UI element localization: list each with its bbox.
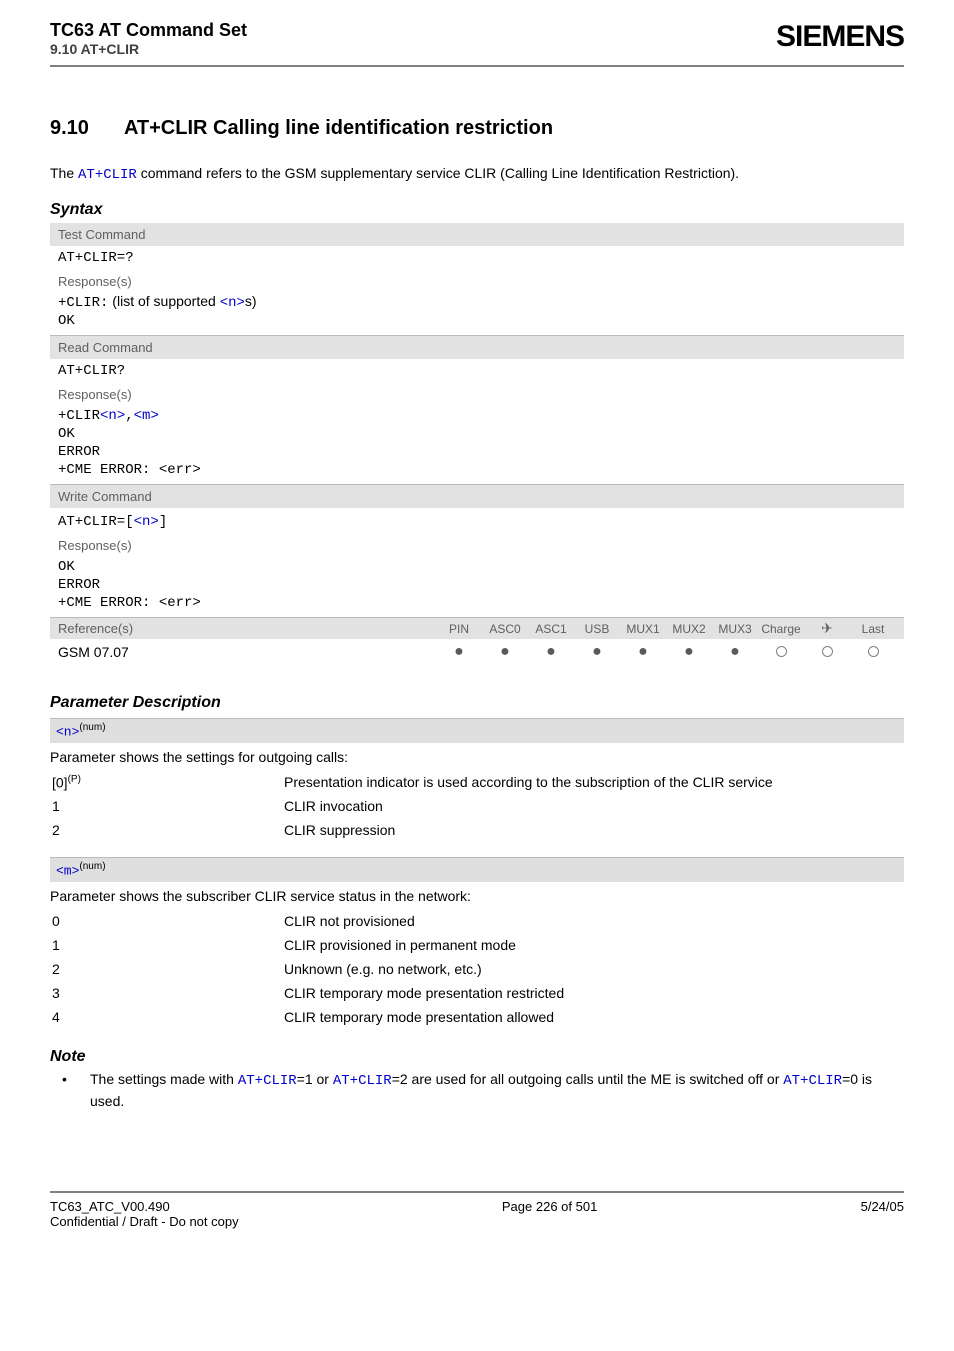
atclir-link[interactable]: AT+CLIR bbox=[78, 167, 137, 183]
dot-airplane bbox=[804, 644, 850, 660]
table-row: 1CLIR provisioned in permanent mode bbox=[52, 934, 902, 956]
param-n-code[interactable]: <n> bbox=[56, 725, 79, 740]
param-m-desc: Parameter shows the subscriber CLIR serv… bbox=[50, 882, 904, 908]
page-header: TC63 AT Command Set 9.10 AT+CLIR SIEMENS bbox=[50, 20, 904, 67]
read-command: AT+CLIR? bbox=[50, 359, 904, 383]
syntax-heading: Syntax bbox=[50, 201, 904, 219]
table-row: 2Unknown (e.g. no network, etc.) bbox=[52, 958, 902, 980]
section-heading: 9.10 AT+CLIR Calling line identification … bbox=[50, 117, 904, 140]
col-mux1: MUX1 bbox=[620, 622, 666, 636]
footer-left: TC63_ATC_V00.490 Confidential / Draft - … bbox=[50, 1199, 239, 1229]
note-item: The settings made with AT+CLIR=1 or AT+C… bbox=[50, 1070, 904, 1111]
footer-right: 5/24/05 bbox=[861, 1199, 904, 1229]
note-list: The settings made with AT+CLIR=1 or AT+C… bbox=[50, 1070, 904, 1111]
write-response-label: Response(s) bbox=[50, 536, 904, 555]
atclir-link[interactable]: AT+CLIR bbox=[783, 1073, 842, 1089]
table-row: 2CLIR suppression bbox=[52, 819, 902, 841]
test-command-block: Test Command AT+CLIR=? Response(s) +CLIR… bbox=[50, 223, 904, 335]
page-footer: TC63_ATC_V00.490 Confidential / Draft - … bbox=[50, 1191, 904, 1229]
dot-pin: ● bbox=[436, 643, 482, 661]
n-link[interactable]: <n> bbox=[100, 408, 125, 424]
reference-header-row: Reference(s) PIN ASC0 ASC1 USB MUX1 MUX2… bbox=[50, 617, 904, 639]
note-heading: Note bbox=[50, 1048, 904, 1066]
atclir-link[interactable]: AT+CLIR bbox=[238, 1073, 297, 1089]
param-n-header: <n>(num) bbox=[50, 718, 904, 743]
dot-mux3: ● bbox=[712, 643, 758, 661]
dot-charge bbox=[758, 644, 804, 660]
doc-subtitle: 9.10 AT+CLIR bbox=[50, 41, 247, 57]
dot-asc0: ● bbox=[482, 643, 528, 661]
dot-asc1: ● bbox=[528, 643, 574, 661]
col-mux2: MUX2 bbox=[666, 622, 712, 636]
col-charge: Charge bbox=[758, 622, 804, 636]
atclir-link[interactable]: AT+CLIR bbox=[333, 1073, 392, 1089]
param-n-desc: Parameter shows the settings for outgoin… bbox=[50, 743, 904, 769]
n-link[interactable]: <n> bbox=[220, 295, 245, 311]
read-response: +CLIR<n>,<m> OK ERROR +CME ERROR: <err> bbox=[50, 404, 904, 484]
param-m-code[interactable]: <m> bbox=[56, 864, 79, 879]
write-command-label: Write Command bbox=[50, 484, 904, 508]
write-command: AT+CLIR=[<n>] bbox=[50, 508, 904, 534]
read-command-label: Read Command bbox=[50, 335, 904, 359]
doc-title: TC63 AT Command Set bbox=[50, 20, 247, 41]
param-desc-heading: Parameter Description bbox=[50, 694, 904, 712]
reference-value-row: GSM 07.07 ● ● ● ● ● ● ● bbox=[50, 639, 904, 669]
col-pin: PIN bbox=[436, 622, 482, 636]
m-link[interactable]: <m> bbox=[134, 408, 159, 424]
read-command-block: Read Command AT+CLIR? Response(s) +CLIR<… bbox=[50, 335, 904, 484]
test-response-label: Response(s) bbox=[50, 272, 904, 291]
read-response-label: Response(s) bbox=[50, 385, 904, 404]
footer-center: Page 226 of 501 bbox=[502, 1199, 597, 1229]
siemens-logo: SIEMENS bbox=[776, 20, 904, 54]
param-m-table: 0CLIR not provisioned 1CLIR provisioned … bbox=[50, 908, 904, 1030]
table-row: 3CLIR temporary mode presentation restri… bbox=[52, 982, 902, 1004]
test-command: AT+CLIR=? bbox=[50, 246, 904, 270]
test-command-label: Test Command bbox=[50, 223, 904, 246]
param-n-table: [0](P)Presentation indicator is used acc… bbox=[50, 769, 904, 844]
section-number: 9.10 bbox=[50, 117, 89, 140]
dot-mux2: ● bbox=[666, 643, 712, 661]
dot-last bbox=[850, 644, 896, 660]
reference-value: GSM 07.07 bbox=[58, 644, 436, 660]
col-asc0: ASC0 bbox=[482, 622, 528, 636]
header-left: TC63 AT Command Set 9.10 AT+CLIR bbox=[50, 20, 247, 57]
col-mux3: MUX3 bbox=[712, 622, 758, 636]
section-title: AT+CLIR Calling line identification rest… bbox=[124, 117, 553, 139]
dot-usb: ● bbox=[574, 643, 620, 661]
col-asc1: ASC1 bbox=[528, 622, 574, 636]
write-response: OK ERROR +CME ERROR: <err> bbox=[50, 555, 904, 617]
write-command-block: Write Command AT+CLIR=[<n>] Response(s) … bbox=[50, 484, 904, 617]
param-m-header: <m>(num) bbox=[50, 857, 904, 882]
intro-text: The AT+CLIR command refers to the GSM su… bbox=[50, 165, 904, 183]
table-row: 4CLIR temporary mode presentation allowe… bbox=[52, 1006, 902, 1028]
dot-mux1: ● bbox=[620, 643, 666, 661]
col-airplane: ✈ bbox=[804, 620, 850, 637]
col-usb: USB bbox=[574, 622, 620, 636]
reference-label: Reference(s) bbox=[58, 621, 436, 636]
table-row: 0CLIR not provisioned bbox=[52, 910, 902, 932]
n-link[interactable]: <n> bbox=[134, 514, 159, 530]
table-row: [0](P)Presentation indicator is used acc… bbox=[52, 771, 902, 794]
table-row: 1CLIR invocation bbox=[52, 795, 902, 817]
test-response: +CLIR: (list of supported <n>s) OK bbox=[50, 291, 904, 335]
col-last: Last bbox=[850, 622, 896, 636]
